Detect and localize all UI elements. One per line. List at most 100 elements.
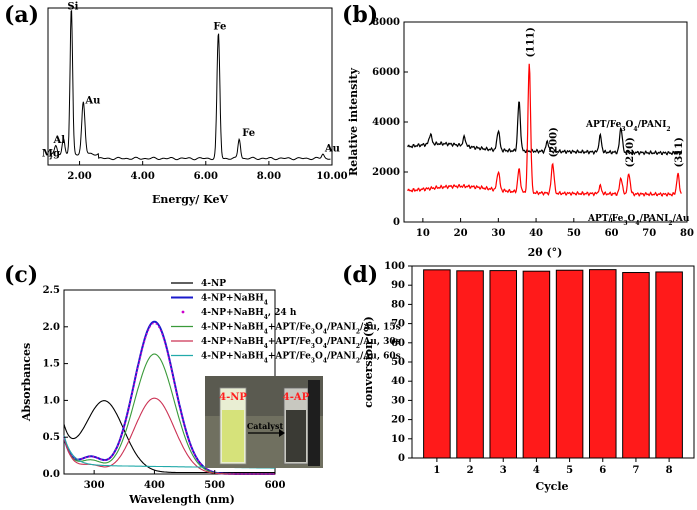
conversion-chart: Cycle conversion (%) 1 2 3 4 5 6 7 801020304050… xyxy=(362,261,695,493)
uvvis-x-tick-label: 300 xyxy=(84,480,105,491)
eds-peak-label: Au xyxy=(324,143,340,154)
arrow-head-icon xyxy=(279,429,285,437)
xrd-x-tick-label: 70 xyxy=(642,228,656,239)
panel-label-b: (b) xyxy=(342,2,378,28)
xrd-peak-annotation: (111) xyxy=(525,27,536,57)
eds-x-tick-label: 4.00 xyxy=(130,171,154,182)
xrd-x-tick-label: 10 xyxy=(416,228,430,239)
uvvis-legend-swatch xyxy=(181,310,185,314)
conversion-x-tick-label: 5 xyxy=(566,465,573,476)
xrd-x-axis-label: 2θ (°) xyxy=(528,246,563,259)
xrd-chart: 2θ (°) Relative intensity 10 20 30 40 50 60 70… xyxy=(347,17,694,259)
eds-peak-label: Al xyxy=(52,135,65,146)
uvvis-legend-label: 4-NP+NaBH4, 24 h xyxy=(201,308,297,321)
xrd-x-tick-label: 20 xyxy=(454,228,468,239)
conversion-bar xyxy=(522,270,551,459)
xrd-y-axis-label: Relative intensity xyxy=(347,67,360,176)
xrd-series-line xyxy=(407,101,682,156)
conversion-y-axis-label: conversion (%) xyxy=(362,316,375,408)
eds-chart: Energy/ KeV 2.00 4.00 6.00 8.00 10.00 Mg Al Si A… xyxy=(42,2,348,206)
uvvis-x-tick-label: 600 xyxy=(265,480,286,491)
uvvis-y-tick-label: 0.0 xyxy=(43,469,60,480)
uvvis-x-axis-label: Wavelength (nm) xyxy=(128,493,235,506)
xrd-y-tick-label: 4000 xyxy=(372,117,400,128)
xrd-x-tick-label: 40 xyxy=(529,228,543,239)
xrd-peak-annotation: (200) xyxy=(549,127,560,157)
conversion-bar xyxy=(489,270,518,459)
xrd-y-tick-label: 6000 xyxy=(372,67,400,78)
xrd-x-tick-label: 80 xyxy=(680,228,694,239)
magnet-icon xyxy=(308,380,320,466)
conversion-bar xyxy=(655,271,683,459)
panel-label-a: (a) xyxy=(4,2,39,28)
conversion-x-tick-label: 8 xyxy=(666,465,673,476)
inset-label-right: 4-AP xyxy=(283,392,310,403)
uvvis-chart: Wavelength (nm) Absorbances 300 400 500 600… xyxy=(20,279,401,506)
inset-photo: 4-NP 4-AP Catalyst xyxy=(205,376,323,468)
xrd-peak-annotation: (311) xyxy=(674,137,685,167)
eds-peak-label: Si xyxy=(67,2,78,13)
xrd-series-line xyxy=(407,63,682,197)
eds-peak-label: Au xyxy=(84,95,100,106)
xrd-x-tick-label: 60 xyxy=(605,228,619,239)
eds-x-tick-label: 6.00 xyxy=(194,171,218,182)
uvvis-legend-label: 4-NP+NaBH4+APT/Fe3O4/PANI2/Au, 15s xyxy=(201,323,401,336)
conversion-x-tick-label: 6 xyxy=(599,465,606,476)
conversion-y-tick-label: 40 xyxy=(391,376,405,387)
uvvis-y-tick-label: 2.5 xyxy=(43,285,60,296)
xrd-y-tick-label: 0 xyxy=(393,217,400,228)
eds-spectrum-line xyxy=(49,9,331,161)
inset-arrow-label: Catalyst xyxy=(247,421,284,431)
conversion-y-tick-label: 0 xyxy=(398,453,405,464)
xrd-series-label-pani: APT/Fe3O4/PANI2 xyxy=(585,120,671,133)
uvvis-legend-label: 4-NP+NaBH4 xyxy=(201,294,268,307)
conversion-y-tick-label: 30 xyxy=(391,395,405,406)
conversion-y-tick-label: 100 xyxy=(384,261,405,272)
conversion-y-tick-label: 50 xyxy=(391,357,405,368)
conversion-x-tick-label: 2 xyxy=(467,465,474,476)
xrd-x-tick-label: 50 xyxy=(567,228,581,239)
uvvis-series-line xyxy=(63,322,275,475)
uvvis-legend-label: 4-NP+NaBH4+APT/Fe3O4/PANI2/Au, 30s xyxy=(201,337,401,350)
conversion-x-tick-label: 3 xyxy=(500,465,507,476)
uvvis-x-tick-label: 400 xyxy=(144,480,165,491)
conversion-bar xyxy=(622,272,650,459)
xrd-y-tick-label: 2000 xyxy=(372,167,400,178)
inset-label-left: 4-NP xyxy=(219,392,247,403)
uvvis-y-axis-label: Absorbances xyxy=(20,343,33,422)
uvvis-legend-label: 4-NP+NaBH4+APT/Fe3O4/PANI2/Au, 60s xyxy=(201,352,401,365)
uvvis-legend-label: 4-NP xyxy=(201,279,226,289)
uvvis-y-tick-label: 0.5 xyxy=(43,432,60,443)
eds-x-tick-label: 8.00 xyxy=(257,171,281,182)
xrd-x-tick-label: 30 xyxy=(491,228,505,239)
conversion-x-tick-label: 7 xyxy=(632,465,639,476)
cuvette-right-liquid xyxy=(286,410,306,462)
eds-x-axis-label: Energy/ KeV xyxy=(152,193,228,206)
conversion-bar xyxy=(588,269,617,459)
conversion-x-axis-label: Cycle xyxy=(535,480,568,493)
eds-peak-label: Fe xyxy=(213,21,226,32)
conversion-y-tick-label: 20 xyxy=(391,415,405,426)
eds-x-tick-label: 2.00 xyxy=(67,171,91,182)
uvvis-y-tick-label: 1.0 xyxy=(43,395,60,406)
eds-plot-frame xyxy=(47,7,333,166)
conversion-y-tick-label: 60 xyxy=(391,338,405,349)
conversion-bar xyxy=(456,270,484,459)
eds-peak-label: Fe xyxy=(242,128,255,139)
conversion-y-tick-label: 10 xyxy=(391,434,405,445)
conversion-x-tick-label: 1 xyxy=(433,465,440,476)
conversion-x-tick-label: 4 xyxy=(533,465,540,476)
uvvis-series-line xyxy=(63,400,275,474)
xrd-series-label-au: APT/Fe3O4/PANI2/Au xyxy=(587,214,690,227)
conversion-bar xyxy=(555,269,584,459)
conversion-y-tick-label: 80 xyxy=(391,299,405,310)
uvvis-x-tick-label: 500 xyxy=(204,480,225,491)
eds-peak-label: Mg xyxy=(42,148,60,159)
eds-x-tick-label: 10.00 xyxy=(316,171,347,182)
panel-label-c: (c) xyxy=(4,262,38,288)
uvvis-y-tick-label: 2.0 xyxy=(43,322,60,333)
cuvette-left-liquid xyxy=(222,410,244,462)
xrd-peak-annotation: (220) xyxy=(625,137,636,167)
conversion-y-tick-label: 70 xyxy=(391,319,405,330)
